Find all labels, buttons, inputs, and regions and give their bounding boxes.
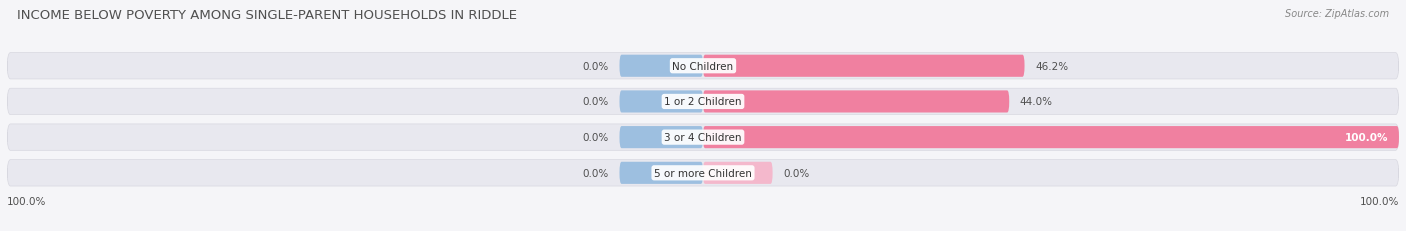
Text: 100.0%: 100.0% [7, 196, 46, 206]
Text: No Children: No Children [672, 61, 734, 71]
Text: Source: ZipAtlas.com: Source: ZipAtlas.com [1285, 9, 1389, 19]
FancyBboxPatch shape [703, 91, 1010, 113]
Text: INCOME BELOW POVERTY AMONG SINGLE-PARENT HOUSEHOLDS IN RIDDLE: INCOME BELOW POVERTY AMONG SINGLE-PARENT… [17, 9, 517, 22]
Text: 5 or more Children: 5 or more Children [654, 168, 752, 178]
Text: 0.0%: 0.0% [583, 97, 609, 107]
FancyBboxPatch shape [7, 124, 1399, 151]
FancyBboxPatch shape [7, 89, 1399, 115]
FancyBboxPatch shape [620, 91, 703, 113]
FancyBboxPatch shape [7, 160, 1399, 186]
Text: 100.0%: 100.0% [1360, 196, 1399, 206]
Text: 0.0%: 0.0% [583, 61, 609, 71]
Text: 0.0%: 0.0% [583, 168, 609, 178]
FancyBboxPatch shape [7, 53, 1399, 80]
FancyBboxPatch shape [620, 162, 703, 184]
FancyBboxPatch shape [620, 127, 703, 149]
Text: 3 or 4 Children: 3 or 4 Children [664, 133, 742, 143]
FancyBboxPatch shape [703, 55, 1025, 77]
FancyBboxPatch shape [620, 55, 703, 77]
Text: 44.0%: 44.0% [1019, 97, 1053, 107]
Text: 0.0%: 0.0% [783, 168, 810, 178]
Text: 46.2%: 46.2% [1035, 61, 1069, 71]
FancyBboxPatch shape [703, 127, 1399, 149]
Text: 1 or 2 Children: 1 or 2 Children [664, 97, 742, 107]
FancyBboxPatch shape [703, 162, 773, 184]
Text: 100.0%: 100.0% [1346, 133, 1389, 143]
Text: 0.0%: 0.0% [583, 133, 609, 143]
